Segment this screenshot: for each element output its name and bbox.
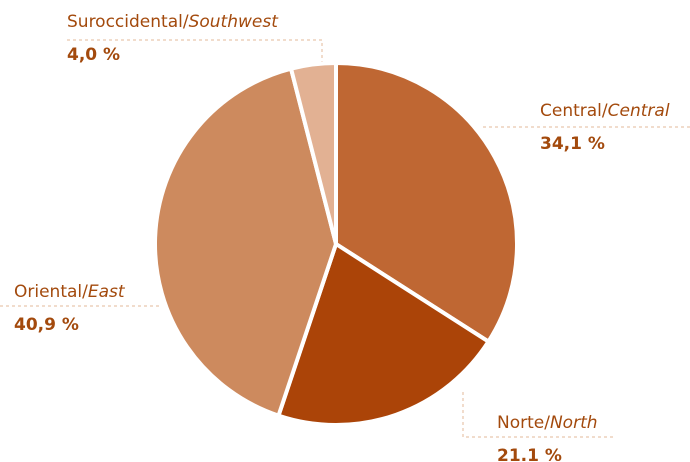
- leader-line: [67, 39, 323, 64]
- slice-label: Norte/North: [497, 413, 598, 433]
- pie-slice: [153, 66, 338, 418]
- value-label: 34,1 %: [540, 134, 605, 154]
- pie-slice: [289, 61, 338, 246]
- slice-label: Oriental/East: [14, 282, 126, 302]
- value-label: 40,9 %: [14, 315, 79, 335]
- pie-slice: [276, 242, 491, 427]
- value-label: 4,0 %: [67, 45, 120, 65]
- slice-label: Suroccidental/Southwest: [67, 12, 279, 32]
- slice-label: Central/Central: [540, 101, 670, 121]
- leader-line: [462, 392, 614, 438]
- value-label: 21.1 %: [497, 446, 562, 462]
